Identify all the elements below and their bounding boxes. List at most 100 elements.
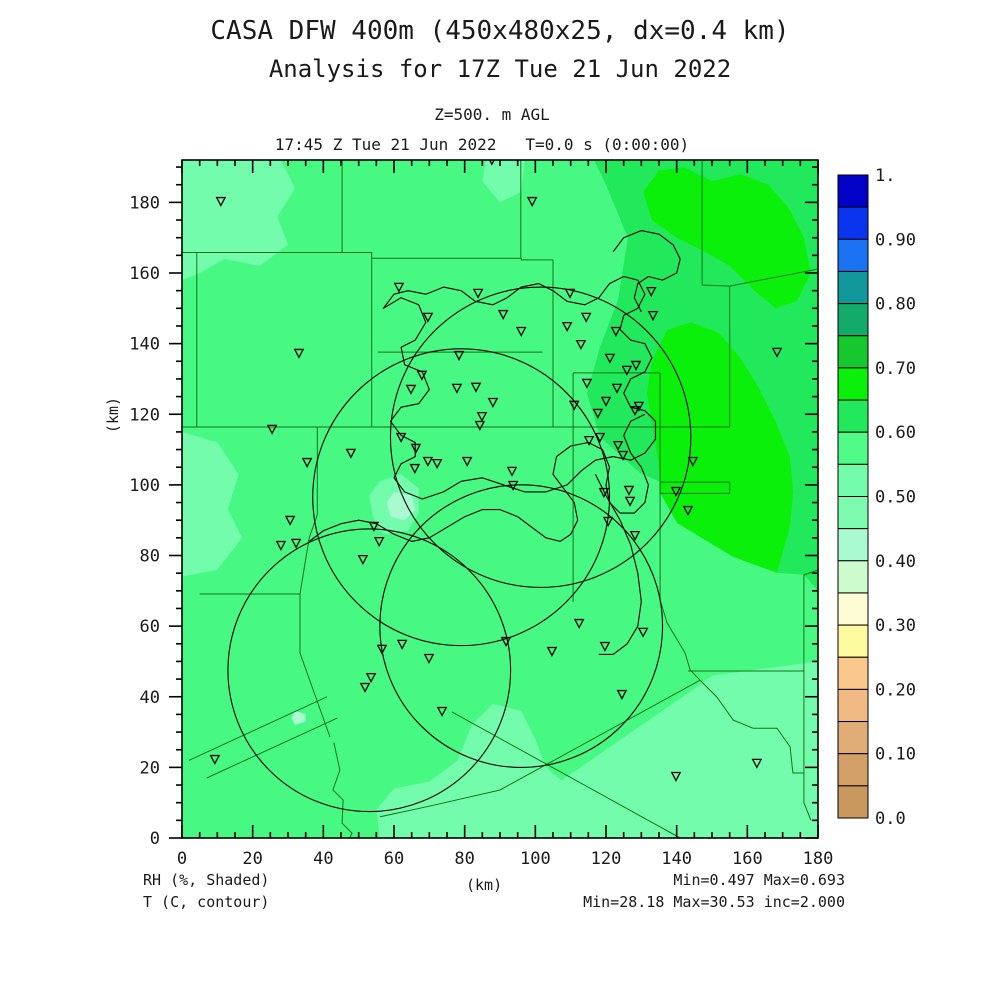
- station-marker-icon: [602, 516, 614, 527]
- colorbar-segment: [837, 174, 869, 208]
- x-tick-label: 140: [661, 849, 692, 869]
- y-tick-label: 160: [129, 264, 160, 284]
- colorbar-segment: [837, 463, 869, 498]
- colorbar-label: 0.20: [875, 680, 916, 700]
- page-title: CASA DFW 400m (450x480x25, dx=0.4 km): [210, 16, 790, 46]
- station-marker-icon: [215, 196, 227, 207]
- colorbar-segment: [837, 335, 869, 369]
- station-marker-icon: [583, 435, 595, 447]
- x-tick-label: 40: [313, 849, 333, 869]
- colorbar-segment: [837, 592, 869, 626]
- station-marker-icon: [487, 397, 499, 408]
- station-marker-icon: [423, 653, 435, 664]
- colorbar-segment: [837, 399, 869, 433]
- county-boundary-line: [332, 742, 353, 838]
- station-marker-icon: [209, 754, 221, 765]
- x-axis-unit-label: (km): [466, 876, 503, 894]
- station-marker-icon: [581, 378, 593, 389]
- station-marker-icon: [506, 466, 518, 477]
- station-marker-icon: [624, 496, 636, 507]
- colorbar-label: 0.0: [875, 809, 906, 829]
- county-boundary-line: [659, 481, 731, 494]
- y-axis-tick-labels: 0 20 40 60 80 100 120 140 160 180: [129, 193, 160, 849]
- station-marker-icon: [637, 627, 649, 638]
- county-boundary-line: [299, 427, 318, 595]
- station-marker-icon: [284, 515, 296, 526]
- station-marker-icon: [472, 288, 484, 299]
- colorbar-segment: [837, 688, 869, 723]
- station-marker-icon: [575, 339, 587, 350]
- station-marker-icon: [645, 286, 657, 298]
- station-marker-icon: [373, 536, 385, 548]
- colorbar-segment: [837, 656, 869, 690]
- page-subtitle: Analysis for 17Z Tue 21 Jun 2022: [268, 55, 732, 83]
- rh-shaded-region: [182, 160, 296, 281]
- station-marker-icon: [422, 456, 434, 467]
- x-tick-label: 0: [177, 849, 187, 869]
- colorbar-segment: [837, 367, 869, 401]
- county-boundary-line: [206, 717, 338, 779]
- y-tick-label: 0: [150, 829, 160, 849]
- station-marker-icon: [393, 282, 405, 293]
- station-marker-icon: [476, 411, 488, 423]
- station-marker-icon: [474, 420, 486, 431]
- station-marker-icon: [365, 672, 377, 683]
- rh-shaded-region: [643, 167, 811, 309]
- contour-field-label: T (C, contour): [143, 893, 270, 911]
- x-tick-label: 120: [591, 849, 622, 869]
- y-tick-label: 20: [140, 758, 160, 778]
- station-marker-icon: [405, 384, 417, 395]
- station-marker-icon: [633, 401, 645, 412]
- colorbar-segment: [837, 496, 869, 530]
- colorbar-segment: [837, 206, 869, 240]
- station-marker-icon: [275, 540, 287, 551]
- station-marker-icon: [629, 530, 641, 542]
- station-marker-icon: [564, 288, 576, 299]
- county-boundary-line: [188, 696, 328, 761]
- colorbar-label: 0.60: [875, 423, 916, 443]
- station-marker-icon: [395, 432, 407, 443]
- rh-shaded-region: [386, 491, 416, 521]
- station-marker-icon: [617, 450, 629, 461]
- county-boundary-line: [451, 711, 681, 838]
- station-marker-icon: [396, 639, 408, 650]
- station-marker-icon: [290, 538, 302, 549]
- station-marker-icon: [600, 396, 612, 407]
- station-marker-icon: [345, 448, 357, 459]
- rh-shaded-region: [647, 322, 794, 573]
- y-tick-label: 40: [140, 688, 160, 708]
- county-boundary-line: [659, 599, 812, 821]
- colorbar-segment: [837, 238, 869, 272]
- temperature-contour: [308, 413, 649, 542]
- x-tick-label: 20: [242, 849, 262, 869]
- colorbar-label: 0.80: [875, 295, 916, 315]
- station-marker-icon: [546, 646, 558, 657]
- station-marker-icon: [301, 457, 313, 468]
- station-marker-icon: [409, 463, 421, 474]
- colorbar-segment: [837, 624, 869, 658]
- colorbar-segment: [837, 753, 869, 787]
- station-marker-icon: [568, 400, 580, 411]
- time-label: 17:45 Z Tue 21 Jun 2022 T=0.0 s (0:00:00…: [274, 135, 690, 154]
- radar-range-circle: [312, 348, 611, 647]
- station-marker-icon: [670, 486, 682, 497]
- station-marker-icon: [359, 682, 371, 693]
- x-tick-label: 60: [384, 849, 404, 869]
- colorbar-label: 0.50: [875, 488, 916, 508]
- rh-shaded-region: [182, 431, 243, 577]
- colorbar-segment: [837, 785, 869, 819]
- x-tick-label: 100: [520, 849, 551, 869]
- level-label: Z=500. m AGL: [434, 105, 550, 124]
- x-tick-label: 80: [454, 849, 474, 869]
- axis-ticks: [169, 160, 819, 839]
- x-tick-label: 160: [732, 849, 763, 869]
- x-axis-tick-labels: 0 20 40 60 80 100 120 140 160 180: [177, 849, 833, 869]
- y-tick-label: 80: [140, 547, 160, 567]
- station-marker-icon: [515, 326, 527, 337]
- station-marker-icon: [410, 443, 422, 454]
- station-marker-icon: [592, 408, 604, 419]
- station-marker-icon: [598, 487, 610, 498]
- y-tick-label: 140: [129, 335, 160, 355]
- radar-range-circle: [379, 484, 664, 769]
